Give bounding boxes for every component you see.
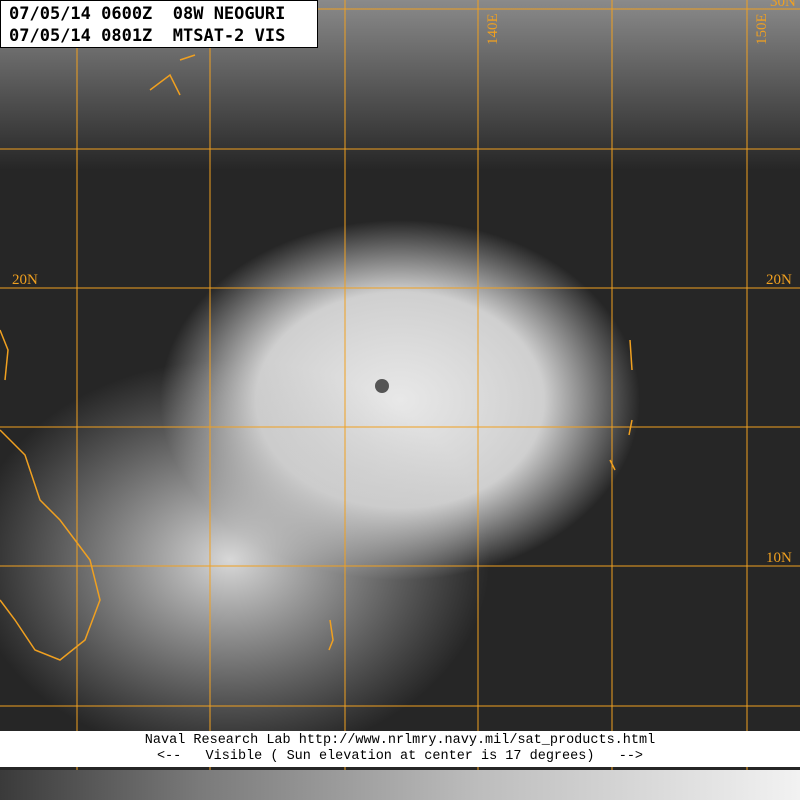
lat-label-20n-left: 20N xyxy=(12,272,38,288)
lon-label-140e: 140E xyxy=(485,13,501,45)
southwest-cloud-band xyxy=(0,360,490,760)
satellite-image: 140E 150E 30N 20N 20N 10N xyxy=(0,0,800,770)
header-line-1: 07/05/14 0600Z 08W NEOGURI xyxy=(9,4,286,24)
image-footer: Naval Research Lab http://www.nrlmry.nav… xyxy=(0,731,800,767)
lon-label-150e: 150E xyxy=(754,13,770,45)
lat-lon-grid xyxy=(0,0,800,770)
footer-line-2: <-- Visible ( Sun elevation at center is… xyxy=(156,749,644,764)
lat-label-20n-right: 20N xyxy=(766,272,792,288)
footer-line-1: Naval Research Lab http://www.nrlmry.nav… xyxy=(144,733,656,748)
grayscale-color-bar xyxy=(0,770,800,800)
lat-label-10n: 10N xyxy=(766,550,792,566)
header-line-2: 07/05/14 0801Z MTSAT-2 VIS xyxy=(9,26,286,46)
lat-label-30n: 30N xyxy=(770,0,796,10)
typhoon-eye xyxy=(375,379,389,393)
image-header: 07/05/14 0600Z 08W NEOGURI 07/05/14 0801Z… xyxy=(0,0,318,48)
